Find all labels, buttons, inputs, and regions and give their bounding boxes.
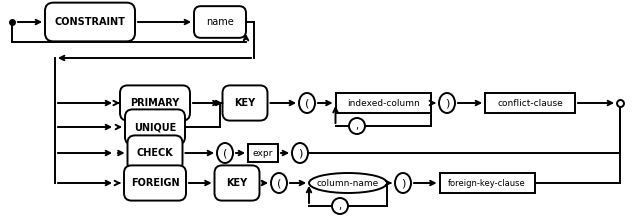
Text: expr: expr [253,148,273,158]
Bar [485,93,575,113]
Ellipse shape [299,93,315,113]
Text: KEY: KEY [234,98,256,108]
FancyBboxPatch shape [127,135,182,171]
Text: PRIMARY: PRIMARY [130,98,180,108]
Ellipse shape [395,173,411,193]
Text: ): ) [298,148,302,158]
Ellipse shape [332,198,348,214]
FancyBboxPatch shape [45,3,135,41]
Text: CHECK: CHECK [137,148,173,158]
Ellipse shape [271,173,287,193]
Text: name: name [206,17,234,27]
Text: CONSTRAINT: CONSTRAINT [54,17,125,27]
FancyBboxPatch shape [223,85,268,121]
FancyBboxPatch shape [124,165,186,201]
Text: conflict-clause: conflict-clause [497,99,563,108]
FancyBboxPatch shape [194,6,246,38]
Ellipse shape [309,173,387,193]
Ellipse shape [439,93,455,113]
FancyBboxPatch shape [215,165,260,201]
Text: indexed-column: indexed-column [347,99,420,108]
Text: ,: , [339,201,342,211]
Text: ,: , [356,121,358,131]
Bar [439,173,534,193]
Text: ): ) [401,178,405,188]
Text: (: ( [277,178,281,188]
FancyBboxPatch shape [120,85,190,121]
Text: ): ) [445,98,449,108]
Ellipse shape [349,118,365,134]
Ellipse shape [292,143,308,163]
FancyBboxPatch shape [125,109,185,145]
Text: UNIQUE: UNIQUE [134,122,176,132]
Text: KEY: KEY [227,178,248,188]
Ellipse shape [217,143,233,163]
Text: column-name: column-name [317,178,379,187]
Text: FOREIGN: FOREIGN [130,178,179,188]
Text: (: ( [305,98,309,108]
Text: (: ( [223,148,227,158]
Bar [335,93,430,113]
Text: foreign-key-clause: foreign-key-clause [448,178,526,187]
Bar [248,144,278,162]
